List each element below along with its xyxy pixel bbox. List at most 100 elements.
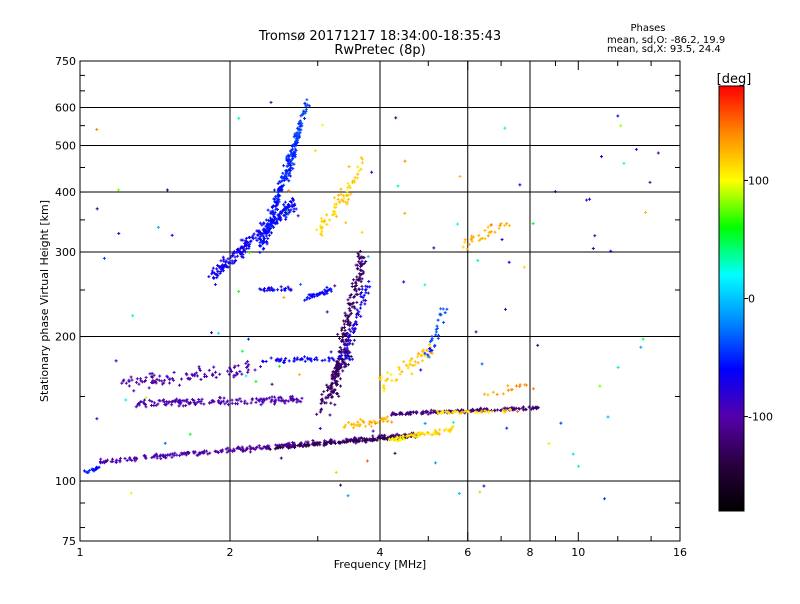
data-point	[237, 289, 241, 293]
data-point	[281, 446, 285, 450]
data-point	[234, 259, 238, 263]
data-point	[304, 440, 308, 444]
data-point	[267, 396, 271, 400]
data-point	[163, 441, 167, 445]
data-point	[142, 454, 146, 458]
data-point	[338, 336, 342, 340]
data-point	[495, 392, 499, 396]
data-point	[179, 451, 183, 455]
data-point	[248, 447, 252, 451]
data-point	[154, 453, 158, 457]
data-point	[455, 410, 459, 414]
data-point	[571, 452, 575, 456]
data-point	[431, 410, 435, 414]
data-point	[233, 255, 237, 259]
data-point	[305, 297, 309, 301]
data-point	[154, 403, 158, 407]
data-point	[175, 453, 179, 457]
data-point	[342, 319, 346, 323]
y-tick-label: 200	[55, 331, 76, 344]
data-point	[297, 373, 301, 377]
data-point	[222, 396, 226, 400]
data-point	[511, 408, 515, 412]
data-point	[616, 114, 620, 118]
data-point	[327, 357, 331, 361]
data-point	[248, 444, 252, 448]
data-point	[346, 420, 350, 424]
data-point	[376, 421, 380, 425]
data-point	[366, 254, 370, 258]
data-point	[152, 381, 156, 385]
data-point	[170, 400, 174, 404]
data-point	[196, 374, 200, 378]
data-point	[441, 411, 445, 415]
data-point	[358, 417, 362, 421]
data-point	[199, 377, 203, 381]
data-point	[281, 171, 285, 175]
data-point	[218, 372, 222, 376]
data-point	[208, 451, 212, 455]
data-point	[288, 395, 292, 399]
data-point	[372, 419, 376, 423]
data-point	[328, 287, 332, 291]
data-point	[216, 399, 220, 403]
data-point	[97, 465, 101, 469]
data-point	[163, 378, 167, 382]
y-tick-label: 75	[62, 535, 76, 548]
data-point	[287, 179, 291, 183]
data-point	[230, 369, 234, 373]
data-point	[390, 434, 394, 438]
data-point	[124, 398, 128, 402]
data-point	[300, 357, 304, 361]
data-point	[276, 357, 280, 361]
data-point	[398, 411, 402, 415]
data-point	[261, 234, 265, 238]
data-point	[86, 470, 90, 474]
data-point	[553, 190, 557, 194]
data-point	[518, 407, 522, 411]
data-point	[364, 439, 368, 443]
data-point	[282, 444, 286, 448]
data-point	[325, 213, 329, 217]
phases-o-stats: mean, sd,O: -86.2, 19.9	[607, 35, 725, 46]
data-point	[507, 224, 511, 228]
data-point	[106, 458, 110, 462]
data-point	[99, 457, 103, 461]
data-point	[606, 415, 610, 419]
data-point	[173, 451, 177, 455]
data-point	[450, 426, 454, 430]
data-point	[522, 265, 526, 269]
data-point	[358, 423, 362, 427]
data-point	[316, 293, 320, 297]
data-point	[195, 401, 199, 405]
data-point	[648, 180, 652, 184]
data-point	[223, 402, 227, 406]
data-point	[448, 411, 452, 415]
data-point	[369, 424, 373, 428]
data-point	[151, 378, 155, 382]
data-point	[312, 442, 316, 446]
data-point	[286, 399, 290, 403]
data-point	[476, 258, 480, 262]
data-point	[421, 432, 425, 436]
data-point	[219, 401, 223, 405]
data-point	[121, 379, 125, 383]
data-point	[258, 250, 262, 254]
data-point	[215, 276, 219, 280]
data-point	[334, 470, 338, 474]
data-point	[529, 407, 533, 411]
data-point	[381, 437, 385, 441]
data-point	[150, 371, 154, 375]
data-point	[503, 307, 507, 311]
data-point	[203, 372, 207, 376]
data-point	[125, 458, 129, 462]
data-point	[523, 383, 527, 387]
data-point	[478, 490, 482, 494]
data-point	[445, 307, 449, 311]
data-point	[249, 240, 253, 244]
data-point	[302, 116, 306, 120]
data-point	[290, 445, 294, 449]
data-point	[209, 331, 213, 335]
data-point	[236, 372, 240, 376]
data-point	[385, 419, 389, 423]
